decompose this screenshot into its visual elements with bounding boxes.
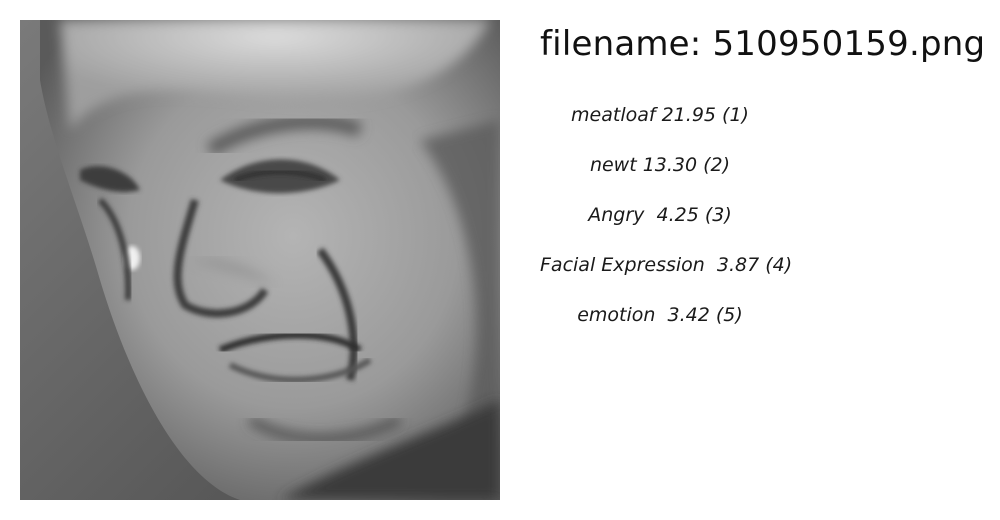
prediction-item: meatloaf 21.95 (1) bbox=[571, 104, 749, 126]
prediction-item: Angry 4.25 (3) bbox=[588, 204, 732, 226]
filename-title: filename: 510950159.png bbox=[540, 24, 985, 64]
prediction-list: meatloaf 21.95 (1) newt 13.30 (2) Angry … bbox=[540, 100, 793, 350]
filename-value: 510950159.png bbox=[712, 24, 986, 64]
face-photo bbox=[20, 20, 500, 500]
filename-prefix: filename: bbox=[540, 24, 713, 64]
face-photo-icon bbox=[20, 20, 500, 500]
prediction-item: Facial Expression 3.87 (4) bbox=[540, 254, 793, 276]
prediction-item: newt 13.30 (2) bbox=[589, 154, 731, 176]
prediction-item: emotion 3.42 (5) bbox=[577, 304, 743, 326]
